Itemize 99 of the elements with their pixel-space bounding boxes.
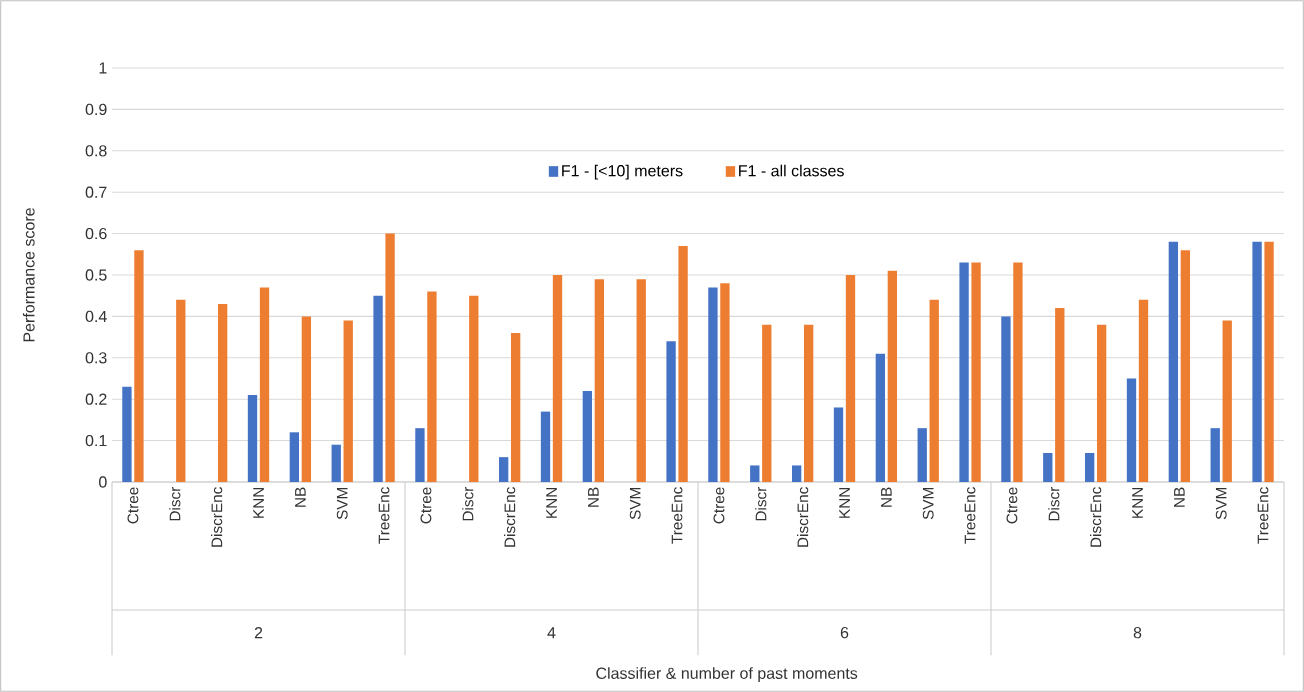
bar bbox=[1126, 378, 1137, 482]
text: 8 bbox=[1133, 626, 1142, 639]
x-tick-label: Discr bbox=[1048, 486, 1060, 521]
bar bbox=[540, 411, 551, 482]
x-tick-label: Ctree bbox=[713, 487, 725, 524]
y-tick-label: 0.8 bbox=[85, 145, 107, 157]
text: 4 bbox=[547, 627, 556, 639]
x-tick-label: NB bbox=[295, 487, 306, 507]
bar bbox=[1001, 316, 1011, 482]
bar bbox=[750, 465, 760, 482]
bar bbox=[552, 274, 563, 482]
bar bbox=[373, 295, 383, 482]
bar bbox=[1055, 308, 1065, 482]
y-tick-label: 0.4 bbox=[85, 310, 107, 323]
x-tick-label: SVM bbox=[336, 487, 348, 520]
bar bbox=[498, 457, 509, 482]
x-tick-label: DiscrEnc bbox=[1090, 487, 1102, 547]
x-tick-label: TreeEnc bbox=[378, 487, 390, 544]
bar bbox=[343, 320, 353, 482]
x-tick-label: DiscrEnc bbox=[211, 487, 223, 547]
bar bbox=[1180, 250, 1191, 482]
bar bbox=[887, 270, 898, 482]
bar bbox=[929, 299, 939, 482]
y-axis-title: Performance score bbox=[22, 208, 35, 342]
bar bbox=[791, 465, 802, 482]
bar bbox=[1043, 453, 1053, 482]
bar bbox=[259, 287, 270, 482]
bar bbox=[217, 303, 228, 482]
x-tick-label: Ctree bbox=[1006, 487, 1018, 524]
bar bbox=[875, 353, 886, 482]
bar bbox=[959, 262, 969, 482]
bar bbox=[971, 262, 981, 482]
legend-label: F1 - all classes bbox=[739, 164, 844, 177]
bar bbox=[469, 295, 479, 482]
bar bbox=[331, 444, 341, 482]
x-tick-label: TreeEnc bbox=[671, 487, 683, 544]
x-tick-label: SVM bbox=[922, 487, 934, 520]
bar bbox=[845, 274, 856, 482]
bar bbox=[762, 324, 772, 482]
x-tick-label: DiscrEnc bbox=[504, 487, 516, 547]
bar bbox=[1138, 299, 1149, 482]
y-tick-label: 0.5 bbox=[85, 269, 107, 281]
x-tick-label: Discr bbox=[169, 486, 181, 521]
x-tick-label: DiscrEnc bbox=[797, 487, 809, 547]
x-tick-label: KNN bbox=[839, 487, 850, 518]
bar bbox=[122, 386, 132, 482]
bar bbox=[1013, 262, 1023, 482]
bar bbox=[720, 283, 730, 482]
x-tick-label: KNN bbox=[1132, 487, 1143, 518]
x-tick-label: SVM bbox=[1215, 487, 1227, 520]
y-tick-label: 1 bbox=[99, 62, 107, 74]
y-tick-label: 0.9 bbox=[85, 103, 107, 116]
x-tick-label: Discr bbox=[462, 486, 474, 521]
x-tick-label: KNN bbox=[253, 487, 264, 518]
bar bbox=[1222, 320, 1232, 482]
bar bbox=[1084, 453, 1095, 482]
bar bbox=[289, 432, 300, 482]
x-tick-label: Ctree bbox=[127, 487, 139, 524]
y-tick-label: 0.3 bbox=[85, 352, 107, 364]
bar bbox=[666, 341, 676, 482]
bar bbox=[247, 395, 258, 482]
bar bbox=[1210, 428, 1220, 482]
text: 2 bbox=[254, 627, 263, 639]
bar bbox=[1264, 241, 1274, 482]
bar bbox=[917, 428, 927, 482]
x-tick-label: NB bbox=[1174, 487, 1185, 507]
bar bbox=[427, 291, 437, 482]
bar bbox=[415, 428, 425, 482]
x-tick-label: TreeEnc bbox=[964, 487, 976, 544]
text: 6 bbox=[840, 626, 849, 639]
legend-label: F1 - [<10] meters bbox=[562, 164, 683, 180]
bar bbox=[1096, 324, 1107, 482]
y-tick-label: 0.7 bbox=[85, 186, 107, 198]
bar bbox=[833, 407, 844, 482]
bar bbox=[301, 316, 312, 482]
x-tick-label: SVM bbox=[629, 487, 641, 520]
bar bbox=[510, 332, 521, 482]
y-tick-label: 0.2 bbox=[85, 393, 107, 405]
bar bbox=[594, 279, 605, 482]
bar bbox=[636, 279, 646, 482]
bar bbox=[134, 250, 144, 482]
bar bbox=[1252, 241, 1262, 482]
y-tick-label: 0.1 bbox=[85, 434, 107, 447]
y-tick-label: 0 bbox=[99, 476, 107, 488]
bar bbox=[678, 246, 688, 482]
x-tick-label: Discr bbox=[755, 486, 767, 521]
x-tick-label: NB bbox=[588, 487, 599, 507]
x-tick-label: NB bbox=[881, 487, 892, 507]
text: Classifier & number of past moments bbox=[596, 667, 858, 683]
bar bbox=[176, 299, 186, 482]
bar bbox=[1168, 241, 1179, 482]
bar bbox=[708, 287, 718, 482]
x-tick-label: TreeEnc bbox=[1257, 487, 1269, 544]
x-tick-label: Ctree bbox=[420, 487, 432, 524]
bar bbox=[385, 233, 395, 482]
x-tick-label: KNN bbox=[546, 487, 557, 518]
bar bbox=[803, 324, 814, 482]
bar bbox=[582, 390, 593, 482]
y-tick-label: 0.6 bbox=[85, 227, 107, 240]
